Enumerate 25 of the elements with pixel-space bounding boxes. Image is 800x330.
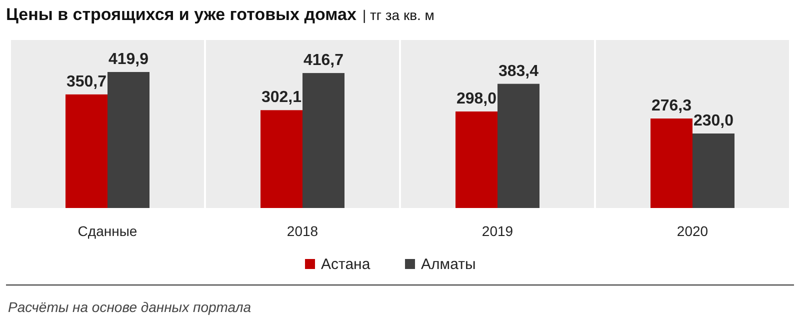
data-label: 383,4 (498, 62, 539, 80)
bar (260, 110, 302, 208)
text: Расчёты на основе данных портала (8, 299, 252, 315)
bar (692, 134, 734, 208)
data-label: 302,1 (261, 89, 302, 106)
data-label: 298,0 (456, 90, 497, 108)
legend-label: Астана (321, 256, 371, 273)
data-label: 416,7 (303, 52, 344, 70)
legend-label: Алматы (421, 256, 476, 273)
bar (498, 84, 540, 208)
bar (302, 73, 344, 208)
data-label: 419,9 (108, 51, 149, 68)
chart-title: Цены в строящихся и уже готовых домах (6, 5, 356, 24)
bar (456, 111, 498, 208)
data-label: 276,3 (651, 98, 692, 115)
data-label: 350,7 (66, 73, 107, 90)
x-tick-label: 2019 (482, 223, 514, 239)
bar (66, 94, 108, 208)
data-label: 230,0 (693, 112, 734, 130)
x-tick-label: 2020 (676, 223, 708, 239)
bar (650, 118, 692, 208)
x-tick-label: 2018 (286, 223, 318, 239)
x-tick-label: Сданные (78, 223, 138, 239)
bar (108, 72, 150, 208)
chart-subtitle: | тг за кв. м (362, 7, 434, 23)
